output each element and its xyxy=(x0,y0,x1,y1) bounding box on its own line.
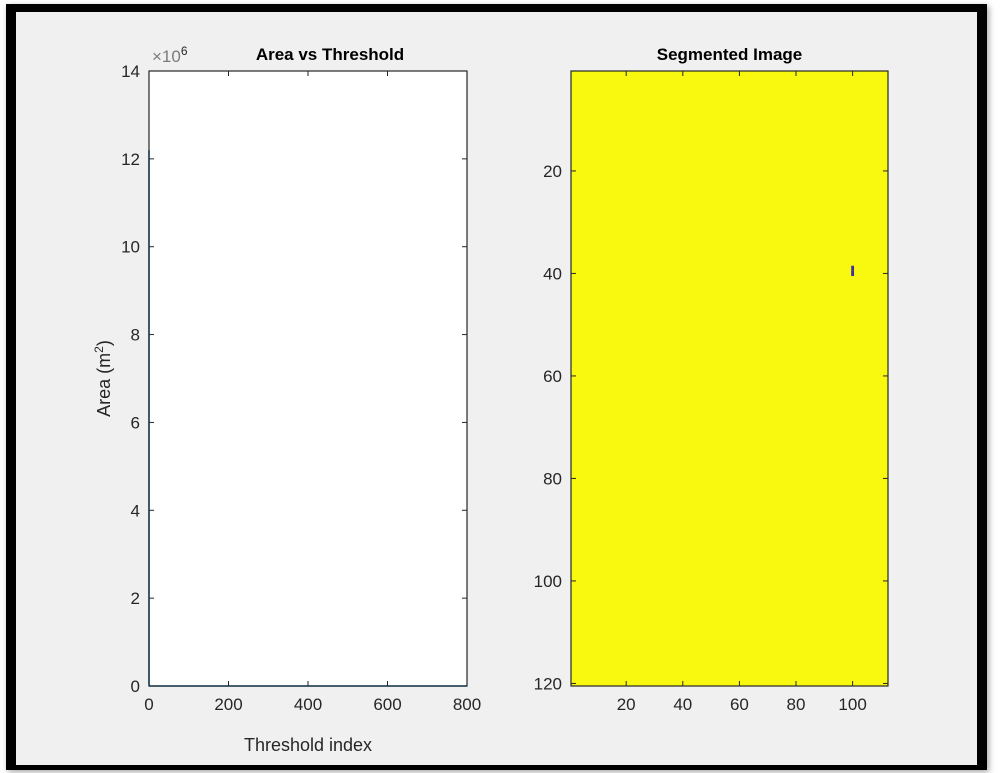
plot2-y-tick-label: 60 xyxy=(543,367,562,386)
plot1-y-exponent-base: ×10 xyxy=(152,47,181,66)
plot2-x-tick-label: 20 xyxy=(617,695,636,714)
plot1-y-axis-label-superscript: 2 xyxy=(92,346,106,353)
plot2-x-tick-label: 60 xyxy=(730,695,749,714)
segmented-image-foreground-pixels xyxy=(851,265,855,276)
plot1-background xyxy=(149,71,467,686)
plot1-y-tick-label: 2 xyxy=(131,589,140,608)
plot1-x-tick-label: 200 xyxy=(214,695,242,714)
plot1-y-exponent-label: ×106 xyxy=(152,44,188,66)
plot2-title: Segmented Image xyxy=(657,45,803,64)
plot2-x-tick-label: 80 xyxy=(787,695,806,714)
plot2-y-tick-label: 20 xyxy=(543,162,562,181)
segmented-image-axes: 20 40 60 80 100 20 40 60 80 100 120 Segmented Ima… xyxy=(534,45,889,714)
plot1-y-tick-label: 14 xyxy=(121,62,140,81)
plot2-y-ticks: 20 40 60 80 100 120 xyxy=(534,162,888,693)
plot1-y-tick-label: 6 xyxy=(131,413,140,432)
plot1-y-tick-label: 0 xyxy=(131,677,140,696)
plot1-y-tick-label: 12 xyxy=(121,150,140,169)
plot1-x-axis-label: Threshold index xyxy=(244,735,372,755)
plot2-axes-box xyxy=(570,70,889,687)
plot1-y-tick-label: 8 xyxy=(131,326,140,345)
plot1-x-tick-label: 600 xyxy=(373,695,401,714)
plot1-y-tick-label: 4 xyxy=(131,501,140,520)
area-vs-threshold-axes: 0 200 400 600 800 0 2 4 6 8 10 12 14 Area vs Thresh… xyxy=(92,44,481,755)
segmented-image xyxy=(571,71,888,686)
plot1-x-tick-label: 0 xyxy=(144,695,153,714)
plot2-y-tick-label: 120 xyxy=(534,674,562,693)
plot1-y-tick-label: 10 xyxy=(121,238,140,257)
plot1-y-axis-label-main: Area (m xyxy=(94,353,114,417)
plot1-x-tick-label: 800 xyxy=(453,695,481,714)
plot2-y-tick-label: 100 xyxy=(534,572,562,591)
plot1-y-ticks: 0 2 4 6 8 10 12 14 xyxy=(121,62,467,696)
plot1-y-axis-label: Area (m2) xyxy=(92,340,114,417)
plot1-x-ticks: 0 200 400 600 800 xyxy=(144,71,481,714)
foreground-pixel xyxy=(851,270,855,276)
plot2-x-tick-label: 40 xyxy=(673,695,692,714)
plot2-y-tick-label: 40 xyxy=(543,264,562,283)
plot1-x-tick-label: 400 xyxy=(294,695,322,714)
plot1-y-exponent-power: 6 xyxy=(181,44,188,58)
plot1-y-axis-label-close: ) xyxy=(94,340,114,346)
plot2-x-ticks: 20 40 60 80 100 xyxy=(617,71,867,714)
foreground-pixel xyxy=(851,265,855,271)
plot2-y-tick-label: 80 xyxy=(543,469,562,488)
plot1-title: Area vs Threshold xyxy=(256,45,404,64)
plot2-x-tick-label: 100 xyxy=(838,695,866,714)
